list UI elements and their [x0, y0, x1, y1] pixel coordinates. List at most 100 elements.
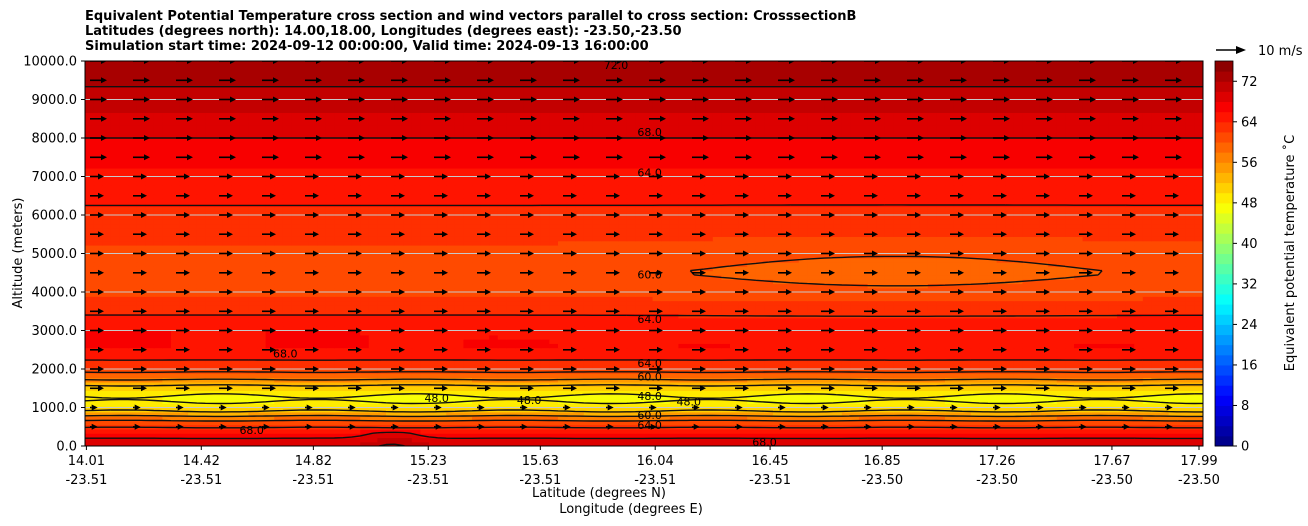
field-cell [317, 351, 327, 357]
field-cell [721, 356, 731, 362]
field-cell [1194, 334, 1203, 340]
field-cell [798, 398, 808, 404]
field-cell [626, 326, 636, 332]
field-cell [816, 292, 826, 297]
field-cell [325, 339, 335, 344]
field-cell [446, 351, 456, 357]
field-cell [463, 343, 473, 349]
field-cell [730, 386, 740, 391]
field-cell [884, 364, 894, 370]
field-cell [489, 356, 499, 362]
field-cell [970, 437, 980, 443]
field-cell [798, 424, 808, 430]
field-cell [403, 377, 413, 383]
field-cell [188, 309, 198, 314]
field-cell [1048, 296, 1058, 302]
field-cell [360, 407, 370, 413]
field-cell [325, 441, 335, 446]
field-cell [601, 287, 611, 293]
field-cell [747, 386, 757, 391]
field-cell [884, 347, 894, 353]
field-cell [1031, 373, 1041, 379]
field-cell [480, 343, 490, 349]
field-cell [919, 369, 929, 374]
field-cell [988, 398, 998, 404]
field-cell [730, 411, 740, 417]
field-cell [1031, 300, 1041, 306]
field-cell [454, 313, 464, 319]
field-cell [566, 428, 576, 434]
field-cell [506, 428, 516, 434]
field-cell [979, 394, 989, 400]
field-cell [721, 403, 731, 409]
field-cell [497, 416, 507, 421]
field-cell [368, 317, 378, 323]
field-cell [893, 437, 903, 443]
field-cell [661, 351, 671, 357]
field-cell [1082, 428, 1092, 434]
field-cell [824, 334, 834, 340]
field-cell [472, 381, 482, 387]
field-cell [1108, 441, 1118, 446]
field-cell [850, 407, 860, 413]
field-cell [816, 394, 826, 400]
field-cell [308, 420, 318, 426]
field-cell [1005, 373, 1015, 379]
field-cell [110, 428, 120, 434]
field-cell [523, 283, 533, 289]
field-cell [678, 390, 688, 396]
field-cell [1005, 398, 1015, 404]
field-cell [515, 300, 525, 306]
field-cell [1056, 433, 1066, 439]
field-cell [876, 381, 886, 387]
field-cell [824, 411, 834, 417]
field-cell [506, 279, 516, 285]
field-cell [136, 339, 146, 344]
field-cell [764, 304, 774, 310]
field-cell [205, 309, 215, 314]
field-cell [1065, 437, 1075, 443]
field-cell [876, 330, 886, 336]
field-cell [1108, 287, 1118, 293]
field-cell [1082, 351, 1092, 357]
field-cell [841, 309, 851, 314]
field-cell [540, 411, 550, 417]
field-cell [979, 437, 989, 443]
field-cell [231, 390, 241, 396]
field-cell [497, 437, 507, 443]
field-cell [644, 381, 654, 387]
field-cell [927, 339, 937, 344]
field-cell [1185, 424, 1195, 430]
field-cell [764, 330, 774, 336]
field-cell [214, 377, 224, 383]
field-cell [609, 317, 619, 323]
field-cell [1056, 330, 1066, 336]
field-cell [1151, 304, 1161, 310]
field-cell [773, 360, 783, 366]
field-cell [214, 428, 224, 434]
field-cell [153, 321, 163, 327]
field-cell [162, 403, 172, 409]
field-cell [687, 321, 697, 327]
field-cell [274, 279, 284, 285]
field-cell [618, 287, 628, 293]
field-cell [781, 424, 791, 430]
field-cell [1177, 300, 1187, 306]
field-cell [343, 334, 353, 340]
field-cell [1185, 300, 1195, 306]
field-cell [162, 347, 172, 353]
field-cell [1185, 356, 1195, 362]
field-cell [282, 334, 292, 340]
field-cell [377, 351, 387, 357]
field-cell [893, 304, 903, 310]
field-cell [936, 437, 946, 443]
field-cell [334, 437, 344, 443]
field-cell [308, 437, 318, 443]
field-cell [669, 296, 679, 302]
field-cell [876, 390, 886, 396]
field-cell [626, 351, 636, 357]
field-cell [205, 377, 215, 383]
field-cell [1022, 441, 1032, 446]
field-cell [403, 343, 413, 349]
field-cell [325, 433, 335, 439]
